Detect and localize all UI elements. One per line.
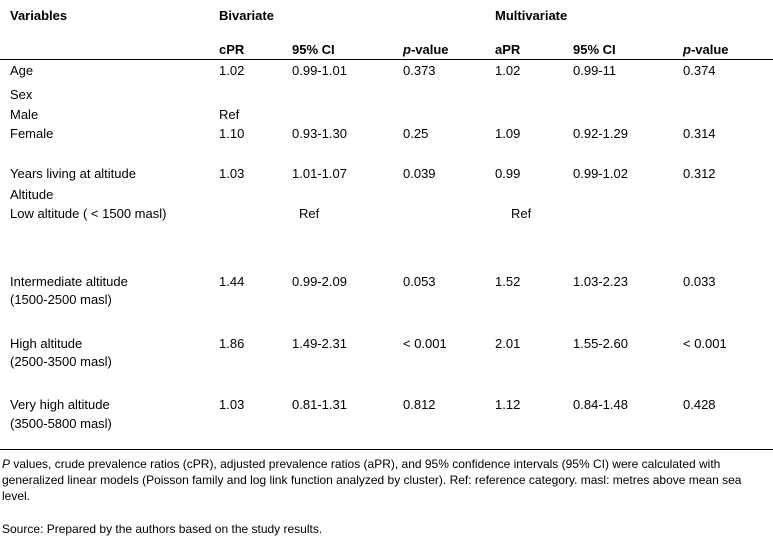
table-cell: 0.428 xyxy=(683,397,716,412)
table-bottom-rule xyxy=(0,449,773,450)
table-cell: 1.02 xyxy=(219,63,245,78)
row-label-range: (1500-2500 masl) xyxy=(10,292,112,307)
row-label-range: (2500-3500 masl) xyxy=(10,354,112,369)
table-cell: 0.039 xyxy=(403,166,436,181)
header-divider xyxy=(0,59,773,60)
table-cell: 1.49-2.31 xyxy=(292,336,347,351)
table-cell: 0.93-1.30 xyxy=(292,126,347,141)
table-cell: Ref xyxy=(299,206,320,221)
table-cell: 0.81-1.31 xyxy=(292,397,347,412)
table-cell: 1.03-2.23 xyxy=(573,274,628,289)
row-label: Male xyxy=(10,107,39,122)
source-note: Source: Prepared by the authors based on… xyxy=(2,522,323,536)
table-cell: 1.03 xyxy=(219,397,245,412)
table-cell: 0.84-1.48 xyxy=(573,397,628,412)
col-cpr: cPR xyxy=(219,42,245,57)
table-cell: 0.99-1.02 xyxy=(573,166,628,181)
row-label: Low altitude ( < 1500 masl) xyxy=(10,206,167,221)
table-cell: 0.25 xyxy=(403,126,429,141)
header-variables: Variables xyxy=(10,8,68,23)
table-cell: < 0.001 xyxy=(683,336,727,351)
table-cell: 1.86 xyxy=(219,336,245,351)
table-cell: 1.55-2.60 xyxy=(573,336,628,351)
table-cell: 1.09 xyxy=(495,126,521,141)
col-ci-bivariate: 95% CI xyxy=(292,42,335,57)
col-pvalue-multivariate: p-value xyxy=(683,42,729,57)
table-cell: 0.373 xyxy=(403,63,436,78)
table-cell: 0.053 xyxy=(403,274,436,289)
table-cell: 0.99-1.01 xyxy=(292,63,347,78)
row-label: Age xyxy=(10,63,34,78)
table-cell: 0.314 xyxy=(683,126,716,141)
col-apr: aPR xyxy=(495,42,521,57)
table-cell: 0.812 xyxy=(403,397,436,412)
table-cell: 0.033 xyxy=(683,274,716,289)
row-label: Years living at altitude xyxy=(10,166,136,181)
header-multivariate: Multivariate xyxy=(495,8,568,23)
table-cell: 1.52 xyxy=(495,274,521,289)
row-label: Altitude xyxy=(10,187,54,202)
table-cell: 0.99-2.09 xyxy=(292,274,347,289)
row-label: Intermediate altitude xyxy=(10,274,128,289)
table-cell: 0.92-1.29 xyxy=(573,126,628,141)
row-label: Female xyxy=(10,126,54,141)
table-cell: 1.12 xyxy=(495,397,521,412)
row-label-range: (3500-5800 masl) xyxy=(10,416,112,431)
table-cell: < 0.001 xyxy=(403,336,447,351)
table-cell: 2.01 xyxy=(495,336,521,351)
row-label: Sex xyxy=(10,87,33,102)
table-cell: Ref xyxy=(219,107,240,122)
table-cell: 1.01-1.07 xyxy=(292,166,347,181)
table-cell: 0.374 xyxy=(683,63,716,78)
table-cell: 1.02 xyxy=(495,63,521,78)
table-cell: Ref xyxy=(511,206,532,221)
table-cell: 0.312 xyxy=(683,166,716,181)
table-cell: 0.99-11 xyxy=(573,63,617,78)
header-bivariate: Bivariate xyxy=(219,8,274,23)
table-cell: 0.99 xyxy=(495,166,521,181)
col-ci-multivariate: 95% CI xyxy=(573,42,616,57)
table-footnote: P values, crude prevalence ratios (cPR),… xyxy=(2,457,742,503)
row-label: High altitude xyxy=(10,336,83,351)
col-pvalue-bivariate: p-value xyxy=(403,42,449,57)
table-cell: 1.10 xyxy=(219,126,245,141)
table-cell: 1.03 xyxy=(219,166,245,181)
row-label: Very high altitude xyxy=(10,397,110,412)
table-cell: 1.44 xyxy=(219,274,245,289)
